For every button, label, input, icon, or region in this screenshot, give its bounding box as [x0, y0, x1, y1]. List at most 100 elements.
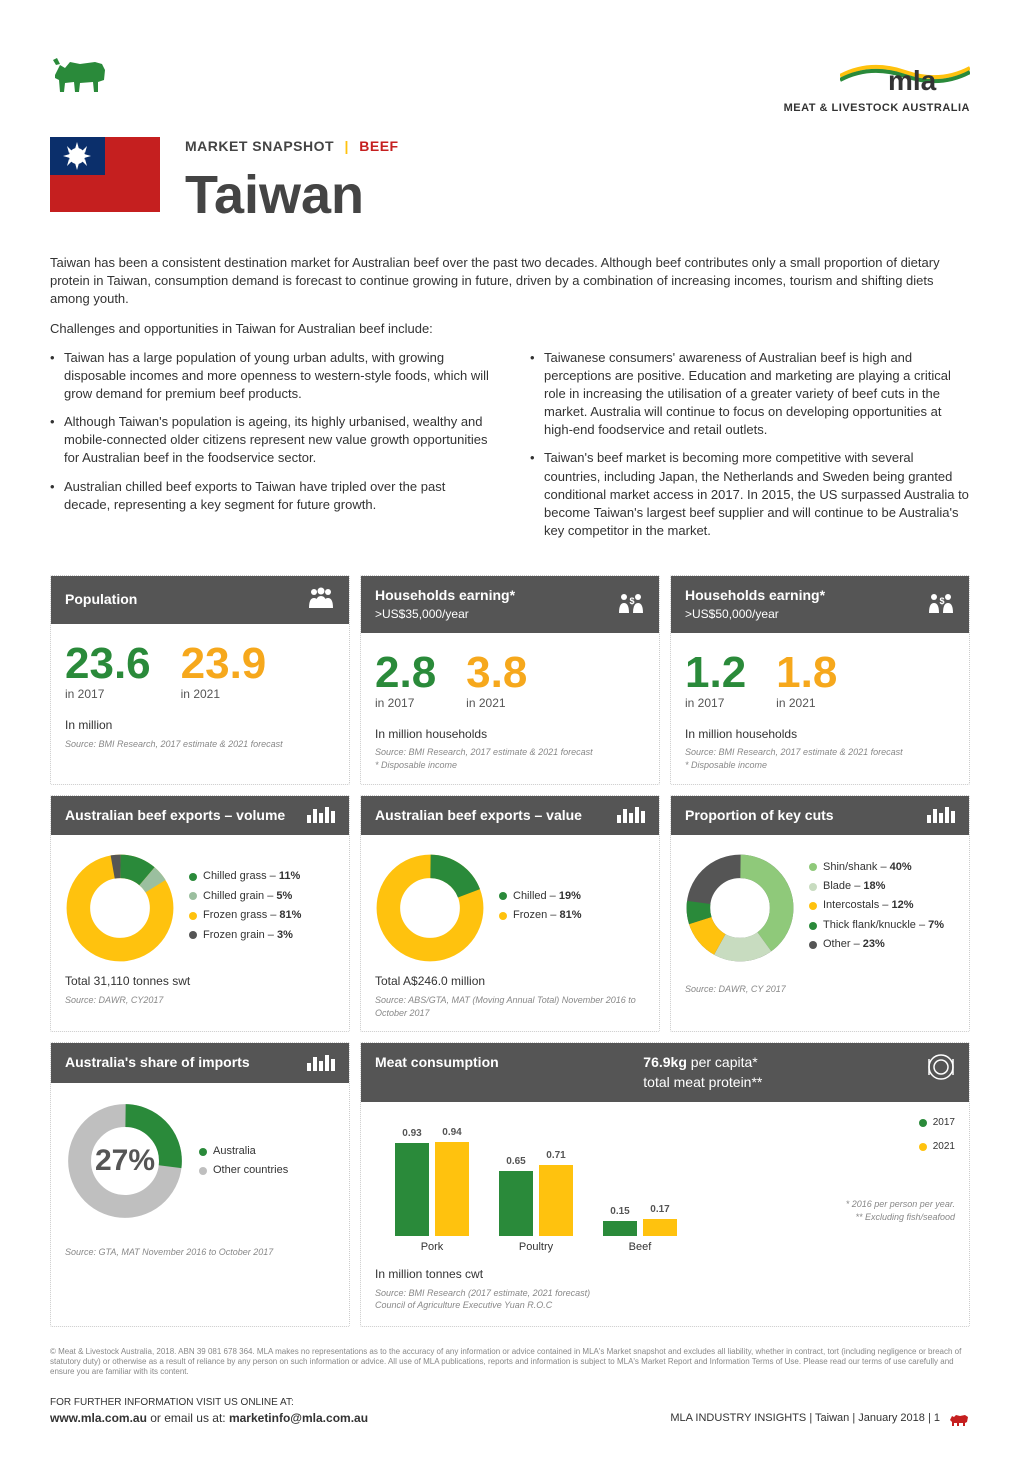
- title-row: MARKET SNAPSHOT | BEEF Taiwan: [50, 137, 970, 234]
- source: Source: ABS/GTA, MAT (Moving Annual Tota…: [375, 994, 645, 1019]
- legend-item: Shin/shank – 40%: [809, 860, 944, 875]
- per-capita: 76.9kg per capita* total meat protein**: [643, 1053, 762, 1092]
- challenges-label: Challenges and opportunities in Taiwan f…: [50, 320, 970, 338]
- chart-icon: [307, 1055, 335, 1071]
- source: Source: BMI Research (2017 estimate, 202…: [375, 1287, 775, 1312]
- card-exports-value: Australian beef exports – value Chilled …: [360, 795, 660, 1033]
- bar: 0.17: [643, 1219, 677, 1236]
- header: mla MEAT & LIVESTOCK AUSTRALIA: [50, 50, 970, 117]
- bar-axis: Pork Poultry Beef: [375, 1236, 775, 1255]
- flag-icon: [50, 137, 160, 212]
- card-key-cuts: Proportion of key cuts Shin/shank – 40% B…: [670, 795, 970, 1033]
- note: * Disposable income: [375, 759, 645, 772]
- footnote: ** Excluding fish/seafood: [795, 1211, 955, 1224]
- stat-row-1: Population 23.6in 2017 23.9in 2021 In mi…: [50, 575, 970, 784]
- bar: 0.94: [435, 1142, 469, 1236]
- legend-item: Frozen grass – 81%: [189, 908, 301, 923]
- bullet: Taiwanese consumers' awareness of Austra…: [530, 349, 970, 440]
- unit: In million households: [685, 726, 955, 743]
- bullet: Although Taiwan's population is ageing, …: [50, 413, 490, 468]
- value-2017: 1.2: [685, 651, 746, 695]
- card-title: Households earning*: [685, 587, 825, 603]
- source: Source: BMI Research, 2017 estimate & 20…: [375, 746, 645, 759]
- unit: In million: [65, 717, 335, 734]
- label-2017: in 2017: [65, 686, 151, 703]
- mla-logo: mla MEAT & LIVESTOCK AUSTRALIA: [784, 50, 970, 117]
- legend: Chilled – 19%Frozen – 81%: [499, 889, 582, 928]
- legend-item: Intercostals – 12%: [809, 898, 944, 913]
- bullet: Taiwan's beef market is becoming more co…: [530, 449, 970, 540]
- legend-item: Australia: [199, 1144, 288, 1159]
- donut-chart: [65, 853, 175, 963]
- card-title: Australia's share of imports: [65, 1053, 250, 1073]
- stat-row-3: Australia's share of imports 27% Austral…: [50, 1042, 970, 1327]
- card-import-share: Australia's share of imports 27% Austral…: [50, 1042, 350, 1327]
- legend-item: Thick flank/knuckle – 7%: [809, 918, 944, 933]
- legend: 2017 2021: [795, 1116, 955, 1158]
- unit: In million tonnes cwt: [375, 1266, 775, 1283]
- bar: 0.65: [499, 1171, 533, 1236]
- card-title: Proportion of key cuts: [685, 806, 834, 826]
- footer-bottom: FOR FURTHER INFORMATION VISIT US ONLINE …: [50, 1396, 970, 1427]
- axis-label: Poultry: [499, 1240, 573, 1255]
- card-meat-consumption: Meat consumption 76.9kg per capita* tota…: [360, 1042, 970, 1327]
- card-population: Population 23.6in 2017 23.9in 2021 In mi…: [50, 575, 350, 784]
- chart-icon: [617, 807, 645, 823]
- card-title: Population: [65, 590, 137, 610]
- value-2021: 23.9: [181, 642, 267, 686]
- page-title: Taiwan: [185, 158, 399, 234]
- cow-icon-small: [948, 1411, 970, 1427]
- card-title: Australian beef exports – volume: [65, 806, 285, 826]
- eyebrow-separator: |: [344, 138, 348, 154]
- center-value: 27%: [65, 1101, 185, 1221]
- bullets-right: Taiwanese consumers' awareness of Austra…: [530, 349, 970, 551]
- card-households-35k: Households earning*>US$35,000/year $ 2.8…: [360, 575, 660, 784]
- value-2017: 2.8: [375, 651, 436, 695]
- bar: 0.71: [539, 1165, 573, 1236]
- axis-label: Pork: [395, 1240, 469, 1255]
- chart-icon: [927, 807, 955, 823]
- plate-icon: [927, 1053, 955, 1092]
- total: Total A$246.0 million: [375, 973, 645, 990]
- card-title: Households earning*: [375, 587, 515, 603]
- value-2017: 23.6: [65, 642, 151, 686]
- total: Total 31,110 tonnes swt: [65, 973, 335, 990]
- people-icon: [307, 586, 335, 614]
- legend-item: 2021: [919, 1140, 955, 1154]
- cta-line1: FOR FURTHER INFORMATION VISIT US ONLINE …: [50, 1396, 368, 1410]
- label-2017: in 2017: [685, 695, 746, 712]
- axis-label: Beef: [603, 1240, 677, 1255]
- donut-chart: [375, 853, 485, 963]
- intro-paragraph: Taiwan has been a consistent destination…: [50, 254, 970, 309]
- svg-text:mla: mla: [888, 65, 937, 92]
- stat-row-2: Australian beef exports – volume Chilled…: [50, 795, 970, 1033]
- legend: AustraliaOther countries: [199, 1144, 288, 1183]
- card-exports-volume: Australian beef exports – volume Chilled…: [50, 795, 350, 1033]
- source: Source: BMI Research, 2017 estimate & 20…: [685, 746, 955, 759]
- label-2021: in 2021: [466, 695, 527, 712]
- bullets-left: Taiwan has a large population of young u…: [50, 349, 490, 551]
- legend-item: Frozen – 81%: [499, 908, 582, 923]
- value-2021: 1.8: [776, 651, 837, 695]
- donut-chart: [685, 853, 795, 963]
- label-2017: in 2017: [375, 695, 436, 712]
- card-title: Australian beef exports – value: [375, 806, 582, 826]
- income-icon: $: [927, 591, 955, 619]
- legend-item: Frozen grain – 3%: [189, 928, 301, 943]
- bar-group: 0.150.17: [603, 1219, 677, 1236]
- svg-text:$: $: [940, 596, 945, 606]
- chart-icon: [307, 807, 335, 823]
- legend-item: 2017: [919, 1116, 955, 1130]
- bar-group: 0.930.94: [395, 1142, 469, 1236]
- legend-item: Chilled grass – 11%: [189, 869, 301, 884]
- card-households-50k: Households earning*>US$50,000/year $ 1.2…: [670, 575, 970, 784]
- note: * Disposable income: [685, 759, 955, 772]
- footer-right: MLA INDUSTRY INSIGHTS | Taiwan | January…: [670, 1411, 970, 1427]
- mla-tagline: MEAT & LIVESTOCK AUSTRALIA: [784, 101, 970, 116]
- title-block: MARKET SNAPSHOT | BEEF Taiwan: [185, 137, 399, 234]
- bar-group: 0.650.71: [499, 1165, 573, 1236]
- label-2021: in 2021: [181, 686, 267, 703]
- legend-item: Chilled grain – 5%: [189, 889, 301, 904]
- legend-item: Blade – 18%: [809, 879, 944, 894]
- bar-chart: 0.930.94 0.650.71 0.150.17: [375, 1116, 775, 1236]
